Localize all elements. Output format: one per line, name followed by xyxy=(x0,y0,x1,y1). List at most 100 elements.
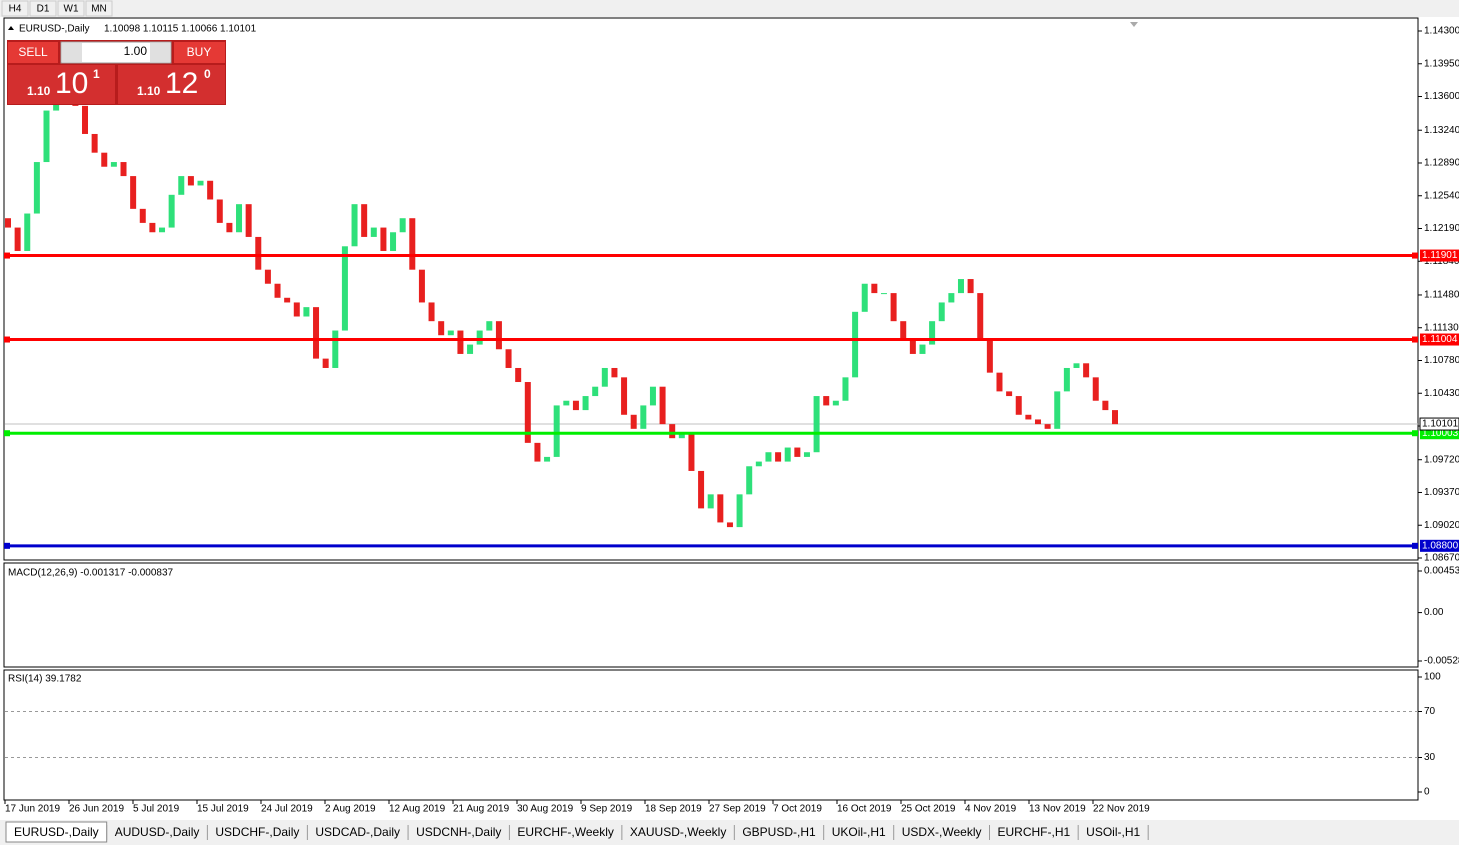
y-tick-label: 1.13240 xyxy=(1424,125,1459,136)
candle-body xyxy=(313,307,320,359)
y-tick-label: 100 xyxy=(1424,672,1441,683)
candle-body xyxy=(495,321,502,350)
candle-body xyxy=(842,377,849,401)
toolbar xyxy=(0,0,1459,17)
level-price-box xyxy=(1420,249,1459,262)
timeframe-button[interactable] xyxy=(57,0,85,17)
symbol-tab-label[interactable]: USDX-,Weekly xyxy=(902,825,982,839)
candle-body xyxy=(659,386,666,425)
x-tick-label: 13 Nov 2019 xyxy=(1029,804,1086,815)
candle-body xyxy=(582,396,589,411)
current-price-label: 1.10101 xyxy=(1422,419,1459,430)
lot-down[interactable] xyxy=(62,43,82,62)
buy-label: BUY xyxy=(187,45,212,59)
timeframe-label: D1 xyxy=(37,4,50,15)
candle-body xyxy=(736,494,743,528)
level-handle xyxy=(4,336,10,343)
candle-body xyxy=(399,218,406,233)
candle-body xyxy=(390,232,397,251)
candle-body xyxy=(746,466,753,495)
timeframe-button[interactable] xyxy=(1,0,29,17)
x-tick-label: 9 Sep 2019 xyxy=(581,804,633,815)
candle-body xyxy=(380,227,387,251)
candle-body xyxy=(33,162,40,214)
candle-body xyxy=(871,283,878,294)
candle-body xyxy=(187,176,194,186)
symbol-tabs: EURUSD-,Daily AUDUSD-,Daily USDCHF-,Daily U… xyxy=(5,821,1149,843)
candle-body xyxy=(707,494,714,509)
candle-body xyxy=(601,367,608,387)
level-handle xyxy=(1412,336,1418,343)
x-tick-label: 4 Nov 2019 xyxy=(965,804,1017,815)
timeframe-label: MN xyxy=(91,4,107,15)
sell-price-box[interactable] xyxy=(8,65,115,104)
candle-body xyxy=(101,152,108,167)
candle-body xyxy=(24,213,31,251)
candle-body xyxy=(534,442,541,462)
lot-up[interactable] xyxy=(150,43,170,62)
candle-body xyxy=(957,279,964,294)
candle-body xyxy=(505,349,512,368)
chart-title: EURUSD-,Daily xyxy=(19,24,90,35)
main-frame xyxy=(3,17,1419,561)
y-tick-label: 1.13950 xyxy=(1424,58,1459,69)
symbol-tab-label[interactable]: EURCHF-,Weekly xyxy=(517,825,613,839)
symbol-tab-label[interactable]: GBPUSD-,H1 xyxy=(742,825,816,839)
lot-input[interactable] xyxy=(60,41,172,64)
candle-body xyxy=(986,339,993,373)
buy-button[interactable] xyxy=(174,42,225,63)
candle-body xyxy=(717,494,724,523)
candle-body xyxy=(755,461,762,467)
level-handle xyxy=(4,252,10,259)
symbol-tab-label[interactable]: USOil-,H1 xyxy=(1086,825,1140,839)
buy-price-big: 12 xyxy=(165,67,198,100)
candle-body xyxy=(1015,396,1022,415)
timeframe-button[interactable] xyxy=(29,0,57,17)
shift-marker xyxy=(1130,22,1138,27)
symbol-tab-label[interactable]: USDCAD-,Daily xyxy=(315,825,400,839)
sell-button[interactable] xyxy=(8,42,58,63)
candle-body xyxy=(515,367,522,383)
candle-body xyxy=(880,293,887,295)
symbol-tab-label[interactable]: USDCHF-,Daily xyxy=(215,825,299,839)
symbol-tab-label[interactable]: UKOil-,H1 xyxy=(832,825,886,839)
buy-price-box[interactable] xyxy=(118,65,225,104)
candle-body xyxy=(1092,377,1099,401)
timeframe-button[interactable] xyxy=(85,0,113,17)
candle-body xyxy=(197,180,204,186)
symbol-tab-label[interactable]: AUDUSD-,Daily xyxy=(115,825,200,839)
symbol-tab-label[interactable]: XAUUSD-,Weekly xyxy=(630,825,726,839)
candle-body xyxy=(178,176,185,195)
symbol-tab-label[interactable]: EURCHF-,H1 xyxy=(998,825,1071,839)
symbol-tab-label[interactable]: EURUSD-,Daily xyxy=(14,825,99,839)
x-tick-label: 30 Aug 2019 xyxy=(517,804,574,815)
x-tick-label: 22 Nov 2019 xyxy=(1093,804,1150,815)
candle-body xyxy=(303,307,310,317)
timeframe-label: H4 xyxy=(9,4,22,15)
level-price-label: 1.11901 xyxy=(1422,250,1458,261)
candle-body xyxy=(832,400,839,406)
timeframes: H4 D1 W1 MN xyxy=(1,0,113,17)
level-handle xyxy=(4,542,10,549)
symbol-tab-label[interactable]: USDCNH-,Daily xyxy=(416,825,501,839)
tab-bar xyxy=(0,820,1459,845)
candle-body xyxy=(890,293,897,322)
rsi-frame xyxy=(3,669,1419,801)
plot: 1.14300 1.13950 1.13600 1.13240 1.12890 1.125… xyxy=(4,26,1459,815)
candle-body xyxy=(245,204,252,237)
candle-body xyxy=(1025,414,1032,420)
candle-body xyxy=(255,236,262,270)
candle-body xyxy=(794,447,801,457)
candle-body xyxy=(1083,363,1090,378)
candle-body xyxy=(649,386,656,406)
level-price-box xyxy=(1420,333,1459,346)
y-tick-label: 1.12540 xyxy=(1424,190,1459,201)
candle-body xyxy=(5,218,11,228)
candle-body xyxy=(726,522,733,528)
candle-body xyxy=(447,330,454,336)
candle-body xyxy=(563,400,570,406)
candle-body xyxy=(351,204,358,247)
candle-body xyxy=(977,293,984,340)
